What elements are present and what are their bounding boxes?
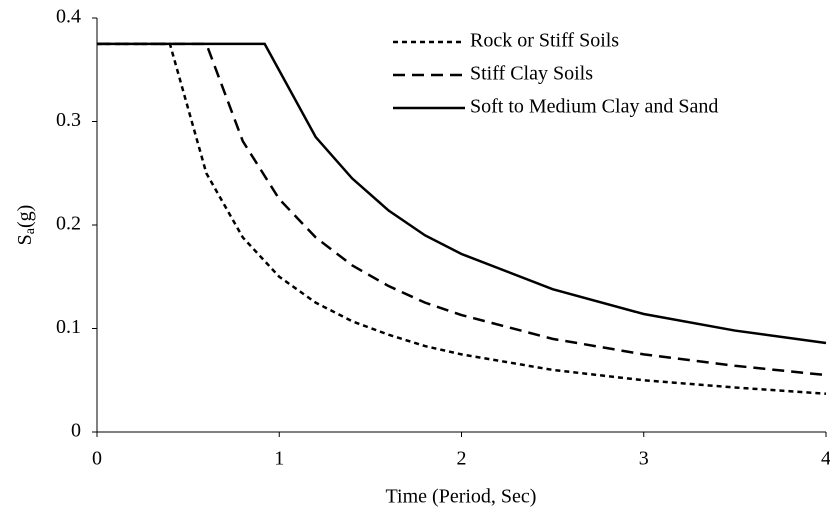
y-axis-label-text: Sa(g) [14,205,39,246]
series-line [97,42,827,377]
y-tick-label: 0 [71,420,81,442]
y-tick-label: 0.1 [56,316,81,338]
x-tick-label: 3 [639,448,649,470]
y-tick-label: 0.2 [56,213,81,235]
x-axis-label: Time (Period, Sec) [386,486,537,508]
x-tick-label: 1 [274,448,284,470]
y-axis-label: Sa(g) [14,205,39,246]
legend-label: Soft to Medium Clay and Sand [470,96,718,118]
x-tick-label: 0 [92,448,102,470]
y-tick-label: 0.4 [56,6,81,28]
x-tick-label: 4 [821,448,830,470]
series-line [97,42,827,345]
series-line [97,42,827,395]
legend-label: Rock or Stiff Soils [470,30,619,52]
y-tick-label: 0.3 [56,109,81,131]
legend-label: Stiff Clay Soils [470,63,593,85]
x-tick-label: 2 [457,448,467,470]
